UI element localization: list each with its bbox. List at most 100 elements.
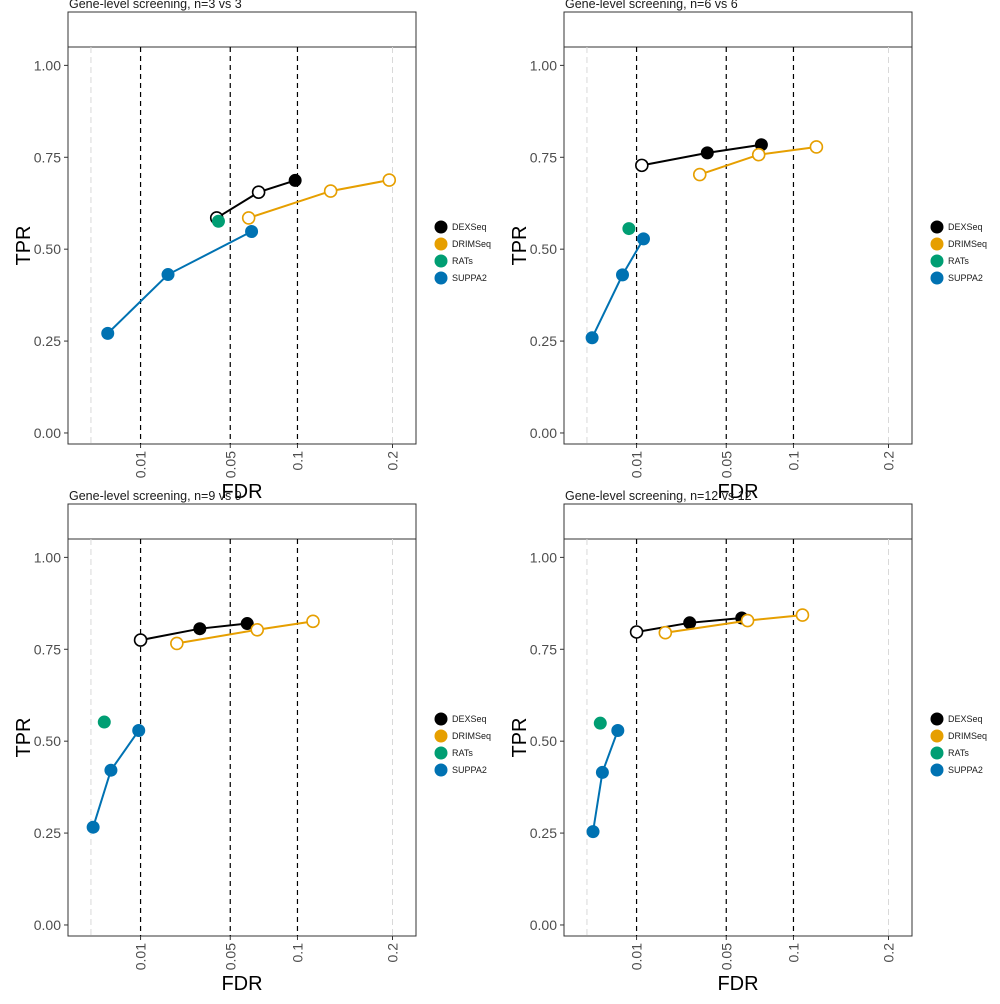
legend-key-rats — [434, 746, 448, 760]
data-point-suppa2 — [132, 724, 146, 738]
data-point-drimseq — [250, 622, 265, 637]
y-tick-label: 0.00 — [34, 425, 61, 441]
panel-title: Gene-level screening, n=9 vs 9 — [69, 489, 242, 503]
data-point-dexseq — [133, 633, 148, 647]
legend-label-dexseq: DEXSeq — [452, 714, 487, 724]
data-point-drimseq — [323, 184, 338, 198]
y-tick-label: 0.25 — [530, 825, 557, 841]
legend-key-drimseq — [930, 237, 944, 251]
data-point-drimseq — [382, 173, 397, 187]
x-tick-label: 0.05 — [222, 451, 238, 478]
data-point-dexseq — [635, 158, 649, 173]
y-tick-label: 1.00 — [530, 57, 557, 73]
x-tick-label: 0.2 — [881, 943, 897, 963]
legend-label-drimseq: DRIMSeq — [452, 731, 491, 741]
x-axis-title: FDR — [717, 973, 758, 995]
chart-panel-3: Gene-level screening, n=9 vs 9 0.00 0.25 0.… — [13, 489, 491, 995]
legend-key-suppa2 — [930, 763, 944, 777]
x-tick-label: 0.01 — [133, 943, 149, 970]
data-point-dexseq — [629, 625, 644, 639]
legend-key-suppa2 — [434, 271, 448, 285]
legend-key-rats — [434, 254, 448, 268]
x-tick-label: 0.01 — [133, 451, 149, 478]
data-point-rats — [97, 715, 111, 729]
x-tick-label: 0.2 — [385, 943, 401, 963]
legend-label-dexseq: DEXSeq — [948, 222, 983, 232]
legend-label-suppa2: SUPPA2 — [948, 765, 983, 775]
data-point-drimseq — [692, 167, 707, 182]
data-point-suppa2 — [245, 225, 259, 239]
data-point-dexseq — [700, 146, 714, 160]
data-point-drimseq — [306, 614, 320, 629]
data-point-drimseq — [740, 613, 755, 628]
plot-area — [563, 46, 913, 445]
x-tick-label: 0.1 — [785, 943, 801, 963]
x-tick-label: 0.1 — [289, 943, 305, 963]
facet-strip — [67, 11, 417, 48]
data-point-rats — [211, 214, 225, 228]
x-axis-title: FDR — [717, 481, 758, 503]
data-point-suppa2 — [104, 763, 118, 777]
legend-key-suppa2 — [930, 271, 944, 285]
legend-key-dexseq — [434, 712, 448, 726]
data-point-suppa2 — [616, 268, 630, 282]
legend-key-drimseq — [434, 729, 448, 743]
data-point-dexseq — [288, 173, 302, 187]
plot-area — [563, 538, 913, 937]
legend-label-suppa2: SUPPA2 — [452, 765, 487, 775]
data-point-rats — [622, 222, 636, 236]
y-tick-label: 0.00 — [530, 917, 557, 933]
data-point-dexseq — [251, 185, 266, 199]
y-tick-label: 1.00 — [34, 57, 61, 73]
x-tick-label: 0.1 — [289, 451, 305, 471]
legend-label-rats: RATs — [948, 748, 969, 758]
legend-key-suppa2 — [434, 763, 448, 777]
data-point-dexseq — [240, 617, 254, 631]
y-tick-label: 0.75 — [530, 149, 557, 165]
legend-key-dexseq — [434, 220, 448, 234]
legend-key-dexseq — [930, 712, 944, 726]
y-tick-label: 0.50 — [530, 733, 557, 749]
data-point-suppa2 — [586, 825, 600, 839]
x-tick-label: 0.01 — [629, 943, 645, 970]
panel-title: Gene-level screening, n=6 vs 6 — [565, 0, 738, 11]
y-axis-title: TPR — [509, 226, 531, 266]
y-tick-label: 0.50 — [34, 241, 61, 257]
y-tick-label: 0.50 — [530, 241, 557, 257]
legend-key-drimseq — [434, 237, 448, 251]
x-axis-title: FDR — [221, 481, 262, 503]
x-tick-label: 0.1 — [785, 451, 801, 471]
plot-area — [67, 538, 417, 937]
x-tick-label: 0.05 — [222, 943, 238, 970]
data-point-dexseq — [193, 622, 207, 636]
chart-panel-1: Gene-level screening, n=3 vs 3 0.00 0.25 0.… — [13, 0, 491, 503]
y-axis-title: TPR — [13, 718, 35, 758]
y-tick-label: 0.75 — [34, 641, 61, 657]
y-tick-label: 0.50 — [34, 733, 61, 749]
x-tick-label: 0.2 — [385, 451, 401, 471]
data-point-drimseq — [809, 140, 824, 154]
data-point-suppa2 — [636, 232, 650, 246]
y-tick-label: 0.25 — [530, 333, 557, 349]
data-point-drimseq — [751, 147, 766, 162]
legend-label-dexseq: DEXSeq — [948, 714, 983, 724]
x-tick-label: 0.2 — [881, 451, 897, 471]
data-point-drimseq — [658, 625, 673, 640]
y-axis-title: TPR — [509, 718, 531, 758]
legend-label-rats: RATs — [452, 748, 473, 758]
y-axis-title: TPR — [13, 226, 35, 266]
legend-label-drimseq: DRIMSeq — [948, 731, 987, 741]
facet-strip — [563, 503, 913, 540]
legend-label-drimseq: DRIMSeq — [948, 239, 987, 249]
data-point-suppa2 — [611, 724, 625, 738]
panel-title: Gene-level screening, n=12 vs 12 — [565, 489, 752, 503]
data-point-suppa2 — [161, 268, 175, 282]
data-point-suppa2 — [101, 326, 115, 340]
legend-label-suppa2: SUPPA2 — [452, 273, 487, 283]
legend-key-dexseq — [930, 220, 944, 234]
x-tick-label: 0.05 — [718, 451, 734, 478]
y-tick-label: 1.00 — [530, 549, 557, 565]
data-point-drimseq — [241, 211, 256, 225]
chart-panel-2: Gene-level screening, n=6 vs 6 0.00 0.25 0.… — [509, 0, 987, 503]
